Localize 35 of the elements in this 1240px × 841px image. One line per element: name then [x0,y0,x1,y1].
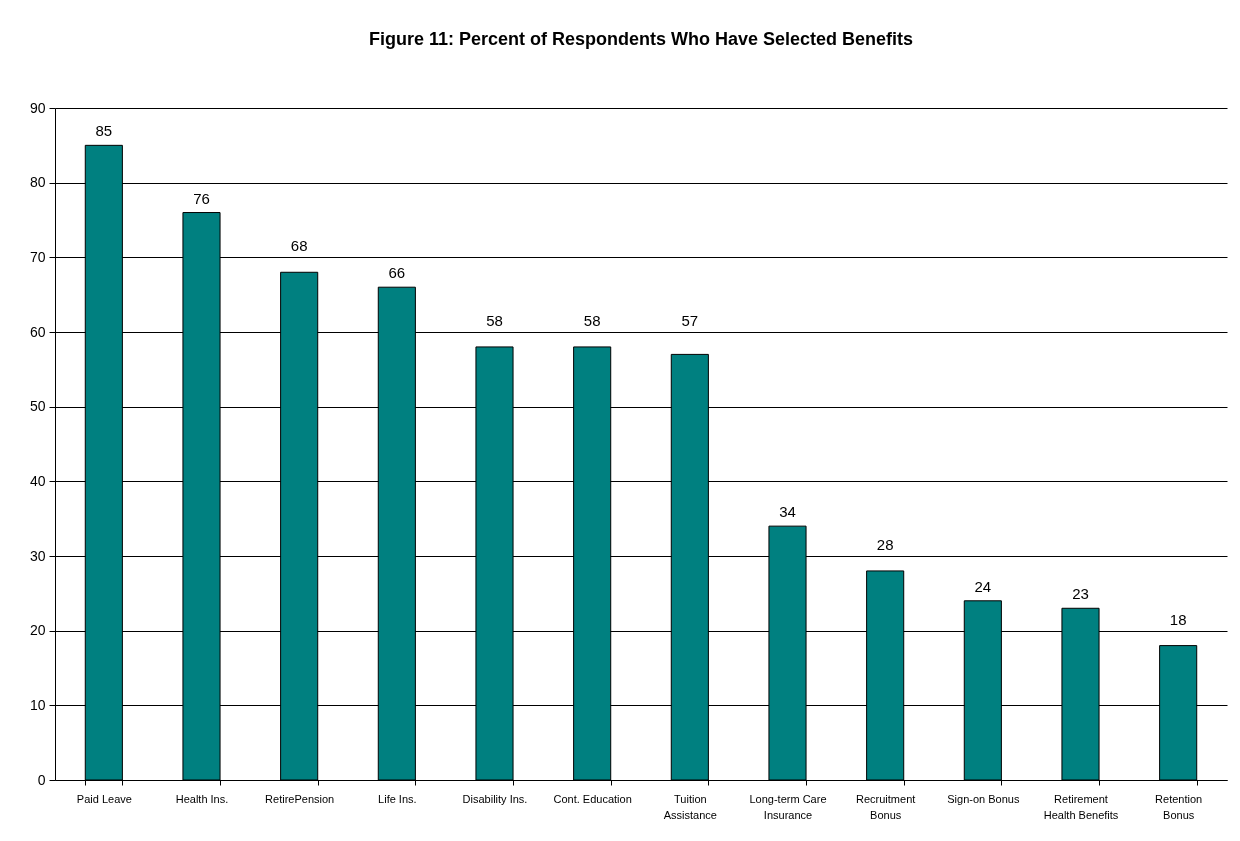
x-tick-label: Health Ins. [175,792,229,805]
data-label: 57 [681,312,699,329]
data-label: 34 [779,503,796,521]
x-tick-label: Retention Bonus [1155,792,1203,821]
data-label: 85 [95,122,113,140]
y-tick-label: 40 [29,472,46,489]
y-tick-label: 90 [29,99,46,116]
y-tick-label: 20 [29,622,46,639]
x-tick-label: Life Ins. [378,792,417,805]
y-tick-label: 70 [29,248,46,265]
y-tick-label: 50 [29,398,46,415]
x-tick-label: RetirePension [265,792,335,805]
y-tick-label: 80 [29,174,46,191]
data-label: 28 [876,536,894,554]
data-label: 68 [290,237,308,255]
data-label: 58 [486,312,503,330]
data-label: 58 [583,312,601,330]
data-label: 18 [1169,610,1187,628]
chart-title: Figure 11: Percent of Respondents Who Have Selected Benefits [368,29,914,49]
x-tick-label: Long-term Care Insurance [749,792,827,821]
y-tick-label: 60 [29,323,46,340]
x-tick-label: Retirement Health Benefits [1043,792,1119,821]
y-tick-label: 30 [29,547,46,564]
data-label: 24 [974,577,992,595]
data-label: 76 [193,189,210,207]
x-tick-label: Disability Ins. [462,792,528,805]
data-label: 66 [388,264,406,282]
x-tick-label: Recruitment Bonus [856,792,916,821]
y-tick-label: 0 [37,771,46,788]
y-tick-label: 10 [29,696,46,713]
data-label: 23 [1072,585,1089,603]
x-tick-label: Sign-on Bonus [947,792,1020,805]
x-tick-label: Tuition Assistance [663,792,717,821]
x-tick-label: Cont. Education [553,792,632,805]
x-tick-label: Paid Leave [76,792,132,805]
